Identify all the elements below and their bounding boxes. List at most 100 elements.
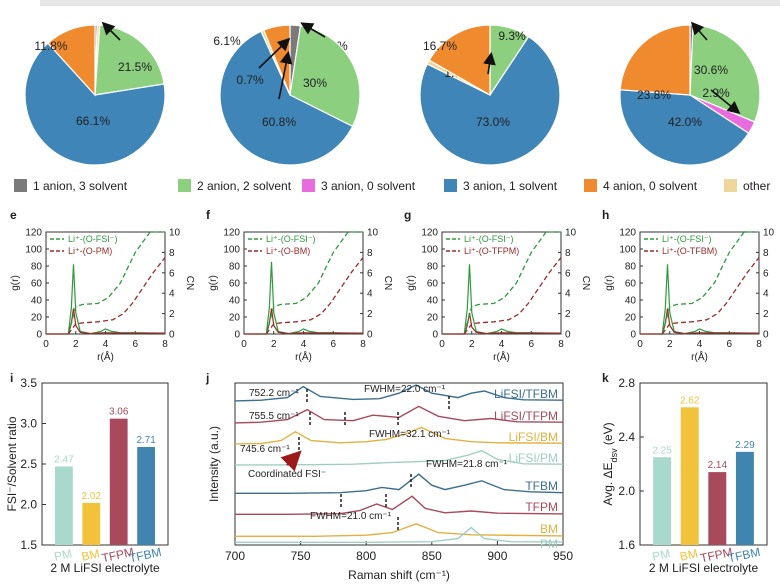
- pie-slice-label: 73.0%: [476, 115, 510, 129]
- pie-slice: [24, 42, 166, 166]
- rdf-series-line: [67, 231, 165, 335]
- panel-letter: k: [602, 371, 609, 385]
- rdf-series-line: [244, 261, 364, 335]
- legend-label: 1 anion, 3 solvent: [33, 179, 128, 193]
- legend-swatch: [178, 179, 191, 192]
- bar-panel-i: i 1.5 2.0 2.5 3.0 3.5 2.47 PM 2.02 BM 3.06 TFPM 2.71…: [5, 371, 169, 575]
- pie-slice-label: 21.5%: [118, 60, 152, 74]
- y2-tick-label: 4: [367, 289, 373, 300]
- legend-swatch: [444, 179, 457, 192]
- bar: [109, 418, 128, 545]
- bar-value-label: 2.62: [680, 395, 700, 406]
- pie-arrow: [690, 21, 708, 41]
- y-tick-label: 100: [619, 245, 636, 256]
- pie-chart-1: 0.6%21.5%66.1%11.8%: [24, 24, 166, 166]
- legend-item-4-anion-0-solvent: 4 anion, 0 solvent: [584, 178, 697, 194]
- y-tick-label: 20: [427, 313, 439, 324]
- y2-tick-label: 0: [763, 330, 769, 341]
- y-axis-title: g(r): [604, 275, 615, 291]
- x-tick-label: 6: [726, 339, 732, 350]
- panel-letter: h: [602, 208, 609, 222]
- y2-tick-label: 2: [565, 309, 571, 320]
- raman-series-label: LiFSI/BM: [509, 430, 558, 444]
- y-axis-title-sub: dsv: [609, 448, 619, 463]
- rdf-legend-label: Li⁺-(O-TFBM): [662, 246, 717, 256]
- y-tick-label: 80: [625, 262, 637, 273]
- y-axis-title: g(r): [10, 275, 21, 291]
- pie-arrow: [258, 37, 291, 69]
- y-tick-label: 2.0: [618, 484, 635, 498]
- rdf-series-line: [463, 257, 562, 335]
- panel-letter: j: [205, 371, 209, 385]
- raman-panel-j: j 700 750 800 850 900 950 Raman shift (cm⁻¹) Int…: [205, 371, 573, 582]
- x-tick-label: 2: [667, 339, 673, 350]
- y-tick-label: 40: [31, 296, 43, 307]
- pie-slice: [619, 89, 750, 166]
- x-axis-title: r(Å): [97, 350, 114, 363]
- legend-item-2-anion-2-solvent: 2 anion, 2 solvent: [178, 178, 291, 194]
- y2-tick-label: 0: [367, 330, 373, 341]
- y2-tick-label: 2: [367, 309, 373, 320]
- x-tick-label: 4: [697, 339, 703, 350]
- y-tick-label: 3.5: [20, 376, 37, 390]
- bar-category-label: PM: [53, 546, 74, 563]
- pie-slice-label: 30.6%: [694, 63, 728, 77]
- y-axis-title: Avg. ΔEdsv (eV): [601, 422, 619, 505]
- legend-item-3-anion-1-solvent: 3 anion, 1 solvent: [444, 178, 557, 194]
- panel-letter: g: [404, 208, 411, 222]
- y-tick-label: 0: [432, 330, 438, 341]
- x-tick-label: 0: [439, 339, 445, 350]
- x-tick-label: 6: [330, 339, 336, 350]
- pie-arrow: [278, 50, 293, 100]
- raman-series-label: LiFSI/TFPM: [494, 409, 558, 423]
- y-tick-label: 120: [223, 228, 240, 239]
- x-tick-label: 6: [528, 339, 534, 350]
- rdf-legend-label: Li⁺-(O-PM): [68, 246, 112, 256]
- y-axis-title: FSI⁻/Solvent ratio: [5, 416, 19, 511]
- y2-tick-label: 10: [565, 228, 577, 239]
- legend-swatch: [584, 179, 597, 192]
- bar: [55, 466, 73, 545]
- y2-axis-title: CN: [184, 276, 195, 290]
- legend-item-3-anion-0-solvent: 3 anion, 0 solvent: [302, 178, 415, 194]
- x-axis-title: 2 M LiFSI electrolyte: [649, 561, 759, 575]
- y2-tick-label: 6: [565, 268, 571, 279]
- x-tick-label: 0: [43, 339, 49, 350]
- pie-slice: [619, 24, 691, 96]
- pie-arrow: [101, 21, 121, 41]
- pie-arrow: [710, 89, 741, 115]
- x-tick-label: 900: [487, 549, 507, 563]
- x-tick-label: 800: [356, 549, 376, 563]
- pie-slice: [689, 24, 761, 123]
- bar: [653, 457, 672, 545]
- y2-tick-label: 4: [565, 289, 571, 300]
- raman-annotation: FWHM=22.0 cm⁻¹: [364, 384, 446, 395]
- y2-tick-label: 8: [367, 248, 373, 259]
- pie-slice-label: 0.7%: [236, 73, 264, 87]
- pie-arrow: [300, 22, 326, 38]
- bar: [680, 407, 699, 545]
- y-tick-label: 40: [427, 296, 439, 307]
- x-axis-title: r(Å): [493, 350, 510, 363]
- raman-series-label: TFPM: [525, 500, 558, 514]
- y-tick-label: 20: [229, 313, 241, 324]
- figure-top-strip: [40, 0, 780, 6]
- bar-value-label: 3.06: [109, 407, 129, 418]
- raman-series-label: BM: [540, 522, 558, 536]
- pie-slice: [419, 35, 561, 166]
- y-tick-label: 2.0: [20, 498, 37, 512]
- y-axis-title: Intensity (a.u.): [207, 426, 221, 502]
- raman-annotation: 745.6 cm⁻¹: [240, 444, 290, 455]
- pie-chart-4: 0.7%30.6%2.9%42.0%23.8%: [619, 24, 761, 166]
- bar-value-label: 2.29: [735, 440, 755, 451]
- bar-category-label: TFPM: [100, 545, 135, 565]
- x-tick-label: 0: [637, 339, 643, 350]
- legend-swatch: [14, 179, 27, 192]
- y-tick-label: 0: [630, 330, 636, 341]
- y-tick-label: 2.4: [618, 430, 635, 444]
- y-tick-label: 1.5: [20, 538, 37, 552]
- y2-tick-label: 2: [169, 309, 175, 320]
- pie-slice-label: 30%: [303, 76, 327, 90]
- y-tick-label: 60: [229, 279, 241, 290]
- bar: [708, 472, 727, 545]
